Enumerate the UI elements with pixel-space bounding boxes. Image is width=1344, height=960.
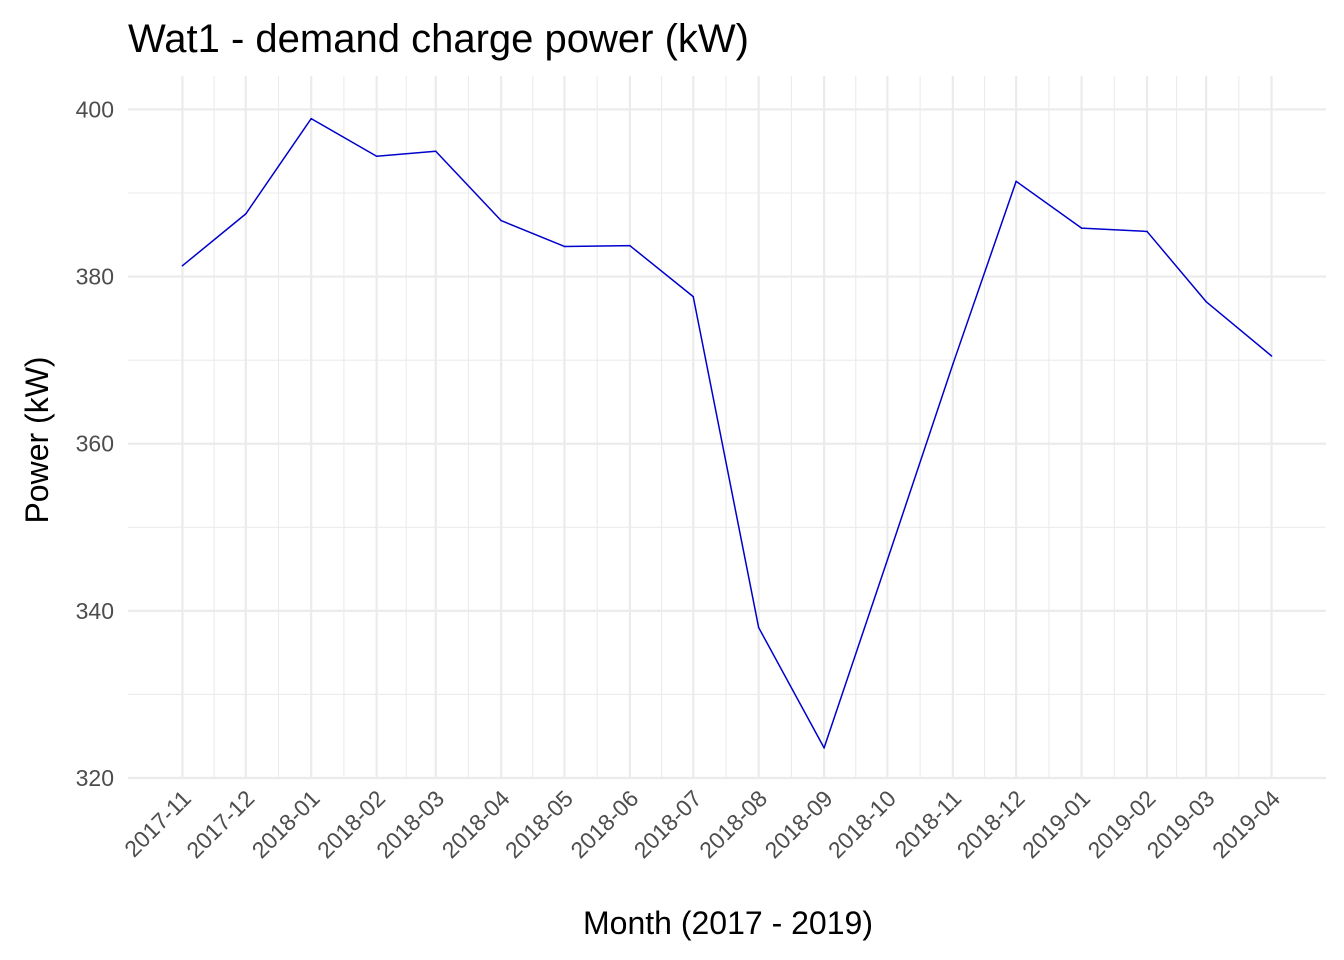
data-point: [692, 295, 695, 298]
x-tick-label: 2017-11: [119, 785, 196, 862]
x-tick-label: 2018-12: [952, 785, 1030, 863]
x-axis-title: Month (2017 - 2019): [583, 905, 873, 941]
minor-gridlines: [128, 76, 1326, 778]
y-axis-title: Power (kW): [19, 356, 55, 523]
data-point: [952, 363, 954, 366]
data-point: [244, 213, 247, 215]
x-tick-label: 2018-04: [437, 785, 515, 863]
x-tick-label: 2018-06: [565, 785, 643, 863]
data-point: [886, 559, 889, 561]
data-point: [1015, 180, 1017, 183]
data-point: [563, 245, 566, 248]
series-layer: [181, 117, 1273, 749]
data-point: [500, 219, 502, 222]
data-point: [181, 264, 184, 267]
data-point: [310, 117, 313, 120]
chart-title: Wat1 - demand charge power (kW): [128, 17, 749, 61]
y-tick-label: 400: [76, 96, 114, 122]
y-tick-label: 340: [76, 598, 114, 624]
x-tick-label: 2018-07: [629, 785, 707, 863]
y-tick-label: 360: [76, 431, 114, 457]
x-tick-label: 2017-12: [181, 785, 259, 863]
x-tick-label: 2019-01: [1017, 785, 1095, 863]
data-point: [629, 244, 631, 247]
data-point: [375, 155, 378, 158]
data-point: [757, 626, 760, 629]
data-point: [434, 150, 437, 153]
y-tick-label: 320: [76, 765, 114, 791]
series-line: [181, 117, 1273, 749]
data-point: [1146, 230, 1148, 233]
data-point: [1270, 355, 1273, 357]
x-tick-label: 2018-01: [247, 785, 325, 863]
data-point: [1205, 300, 1207, 303]
x-tick-label: 2018-11: [890, 785, 967, 862]
x-tick-label: 2018-08: [694, 785, 772, 863]
data-point: [823, 747, 825, 749]
x-axis-ticks: 2017-112017-122018-012018-022018-032018-…: [119, 785, 1285, 863]
x-tick-label: 2018-10: [823, 785, 901, 863]
x-tick-label: 2018-05: [500, 785, 578, 863]
y-axis-ticks: 320 340 360 380 400: [76, 96, 114, 791]
x-tick-label: 2018-09: [760, 785, 838, 863]
data-point: [1080, 227, 1083, 229]
x-tick-label: 2019-04: [1207, 785, 1285, 863]
major-gridlines: [128, 76, 1326, 780]
y-tick-label: 380: [76, 264, 114, 290]
